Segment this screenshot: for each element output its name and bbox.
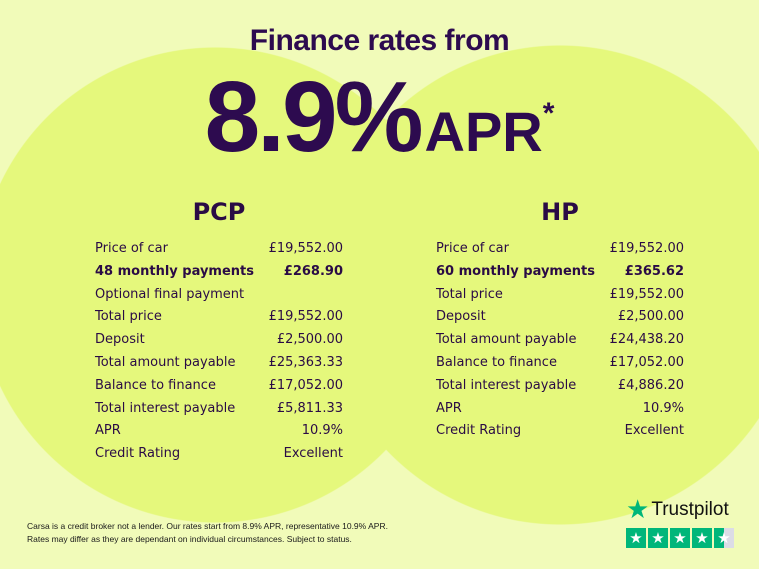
table-row: Deposit £2,500.00 (436, 306, 684, 329)
row-label: Balance to finance (95, 377, 216, 393)
star-icon: ★ (626, 528, 646, 548)
row-value: £268.90 (283, 263, 343, 279)
row-value: £365.62 (624, 263, 684, 279)
row-label: Total amount payable (436, 332, 577, 348)
table-row: Optional final payment (95, 284, 343, 307)
trustpilot-badge: ★ Trustpilot ★ ★ ★ ★ ★ (626, 494, 734, 548)
row-label: APR (95, 423, 121, 439)
rate-value: 8.9% (204, 61, 424, 173)
table-row: Total interest payable £4,886.20 (436, 375, 684, 398)
row-label: 60 monthly payments (436, 263, 595, 279)
trustpilot-logo: ★ Trustpilot (626, 494, 734, 525)
star-icon: ★ (692, 528, 712, 548)
row-value: £5,811.33 (276, 400, 343, 416)
pcp-title: PCP (192, 198, 246, 226)
disclaimer-line-2: Rates may differ as they are dependant o… (27, 534, 352, 544)
table-row: Total price £19,552.00 (95, 306, 343, 329)
asterisk: * (542, 97, 555, 130)
row-value: £19,552.00 (609, 241, 684, 256)
row-value: £19,552.00 (268, 309, 343, 325)
star-icon: ★ (648, 528, 668, 548)
rate-suffix: APR (424, 100, 543, 163)
table-row: Price of car £19,552.00 (95, 238, 343, 261)
table-row: Total price £19,552.00 (436, 284, 684, 307)
row-value: 10.9% (301, 423, 343, 439)
table-row: Credit Rating Excellent (436, 420, 684, 443)
table-row: Balance to finance £17,052.00 (436, 352, 684, 375)
disclaimer: Carsa is a credit broker not a lender. O… (27, 520, 388, 546)
star-icon: ★ (626, 494, 650, 524)
row-label: 48 monthly payments (95, 263, 254, 279)
table-row: Total amount payable £25,363.33 (95, 352, 343, 375)
table-row: APR 10.9% (436, 398, 684, 421)
table-row: 48 monthly payments £268.90 (95, 261, 343, 284)
row-value: £24,438.20 (609, 332, 684, 348)
row-label: APR (436, 400, 462, 416)
pcp-table: PCP Price of car £19,552.00 48 monthly pay… (95, 198, 343, 466)
trustpilot-name: Trustpilot (651, 498, 729, 520)
rate-display: 8.9%APR* (0, 62, 759, 172)
row-value: Excellent (283, 446, 343, 462)
row-label: Credit Rating (436, 423, 522, 439)
row-label: Total amount payable (95, 354, 236, 370)
table-row: Deposit £2,500.00 (95, 329, 343, 352)
row-value: £2,500.00 (617, 309, 684, 325)
star-icon: ★ (670, 528, 690, 548)
row-label: Deposit (95, 332, 145, 348)
hp-table: HP Price of car £19,552.00 60 monthly paym… (436, 198, 684, 443)
row-label: Deposit (436, 309, 486, 325)
table-row: Price of car £19,552.00 (436, 238, 684, 261)
table-row: 60 monthly payments £365.62 (436, 261, 684, 284)
table-row: APR 10.9% (95, 420, 343, 443)
row-label: Total interest payable (436, 377, 577, 393)
headline: Finance rates from (249, 24, 510, 57)
star-icon: ★ (714, 528, 734, 548)
table-row: Total interest payable £5,811.33 (95, 398, 343, 421)
hp-title: HP (541, 198, 579, 226)
row-value: £19,552.00 (268, 241, 343, 256)
row-value: 10.9% (642, 400, 684, 416)
row-value: £2,500.00 (276, 332, 343, 348)
row-label: Price of car (436, 241, 509, 256)
row-value: £19,552.00 (609, 286, 684, 302)
row-value: £4,886.20 (617, 377, 684, 393)
disclaimer-line-1: Carsa is a credit broker not a lender. O… (27, 521, 388, 531)
row-label: Total price (95, 309, 162, 325)
row-value: £25,363.33 (268, 354, 343, 370)
row-value: £17,052.00 (268, 377, 343, 393)
row-value: £17,052.00 (609, 354, 684, 370)
row-label: Credit Rating (95, 446, 181, 462)
trustpilot-rating: ★ ★ ★ ★ ★ (626, 528, 734, 548)
row-label: Total interest payable (95, 400, 236, 416)
row-label: Total price (436, 286, 503, 302)
table-row: Balance to finance £17,052.00 (95, 375, 343, 398)
row-label: Optional final payment (95, 286, 245, 302)
row-label: Balance to finance (436, 354, 557, 370)
row-label: Price of car (95, 241, 168, 256)
table-row: Total amount payable £24,438.20 (436, 329, 684, 352)
row-value: Excellent (624, 423, 684, 439)
table-row: Credit Rating Excellent (95, 443, 343, 466)
